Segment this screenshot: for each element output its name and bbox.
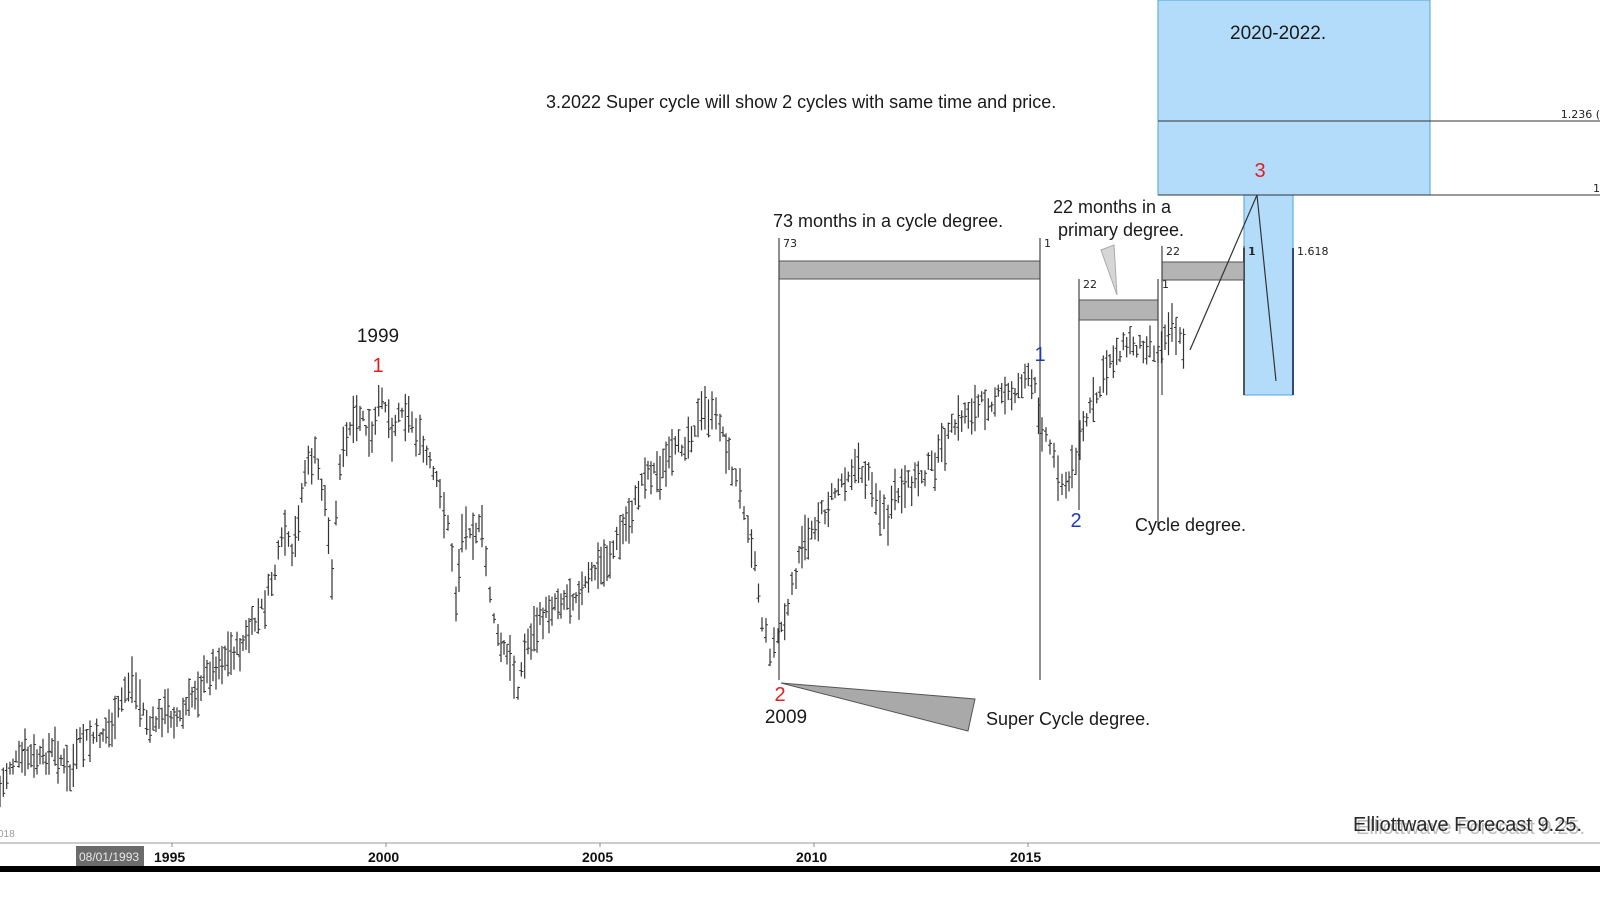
fibonacci-levels: 1.236 ( 1 bbox=[1158, 108, 1600, 196]
fib-label: 1.236 ( bbox=[1561, 108, 1600, 121]
price-bars bbox=[0, 303, 1186, 808]
cursor-date: 08/01/1993 bbox=[79, 850, 139, 864]
time-bar bbox=[1161, 261, 1245, 281]
target-zone bbox=[1243, 194, 1294, 396]
annotation-text: Super Cycle degree. bbox=[986, 709, 1150, 729]
wave-label: 2 bbox=[1070, 510, 1081, 532]
wave-label: 1 bbox=[1034, 344, 1045, 366]
x-tick-label: 2005 bbox=[582, 849, 613, 865]
annotation-text: primary degree. bbox=[1058, 220, 1184, 240]
target-zone bbox=[1157, 0, 1431, 196]
x-tick-label: 2000 bbox=[368, 849, 399, 865]
annotation-text: 3.2022 Super cycle will show 2 cycles wi… bbox=[546, 92, 1056, 112]
annotation-text: 2020-2022. bbox=[1230, 23, 1326, 44]
watermark-shadow: Elliottwave Forecast 9.25. bbox=[1356, 817, 1585, 839]
projection-line bbox=[1189, 194, 1258, 351]
wave-label: 2009 bbox=[765, 707, 807, 728]
cursor-date-box bbox=[76, 846, 144, 866]
time-bar bbox=[778, 260, 1041, 280]
time-bar bbox=[1078, 299, 1159, 321]
wave-label: 1 bbox=[372, 355, 383, 377]
fib-label: 1 bbox=[1593, 182, 1600, 195]
corner-fragment: 018 bbox=[0, 829, 15, 840]
annotations: 3.2022 Super cycle will show 2 cycles wi… bbox=[546, 23, 1326, 729]
projection-lines bbox=[1189, 194, 1277, 382]
time-count-label: 73 bbox=[783, 237, 797, 250]
projection-line bbox=[1256, 194, 1277, 382]
time-cycle-boxes: 73 1 22 1 22 1 bbox=[778, 237, 1255, 680]
wave-label: 3 bbox=[1254, 160, 1265, 182]
annotation-text: 22 months in a bbox=[1053, 197, 1172, 217]
time-end-label: 1 bbox=[1044, 237, 1051, 250]
annotation-text: 73 months in a cycle degree. bbox=[773, 211, 1003, 231]
wave-label: 1999 bbox=[357, 326, 399, 347]
time-end-label: 1 bbox=[1248, 245, 1255, 258]
zone-right-label: 1.618 bbox=[1297, 245, 1329, 258]
zone-left-label: 1 bbox=[1249, 245, 1256, 258]
time-count-label: 22 bbox=[1166, 245, 1180, 258]
time-count-label: 22 bbox=[1083, 278, 1097, 291]
watermark: Elliottwave Forecast 9.25. bbox=[1353, 814, 1582, 836]
wave-label: 2 bbox=[774, 684, 785, 706]
target-zones: 1 1.618 bbox=[1157, 0, 1431, 396]
x-tick-label: 2010 bbox=[796, 849, 827, 865]
primary-degree-wedge bbox=[1100, 244, 1118, 296]
super-cycle-wedge bbox=[780, 682, 976, 732]
bottom-border bbox=[0, 866, 1600, 872]
x-tick-label: 2015 bbox=[1010, 849, 1041, 865]
x-axis-ticks: 1995 2000 2005 2010 2015 bbox=[154, 843, 1041, 865]
annotation-text: Cycle degree. bbox=[1135, 515, 1246, 535]
x-tick-label: 1995 bbox=[154, 849, 185, 865]
time-end-label: 1 bbox=[1162, 278, 1169, 291]
